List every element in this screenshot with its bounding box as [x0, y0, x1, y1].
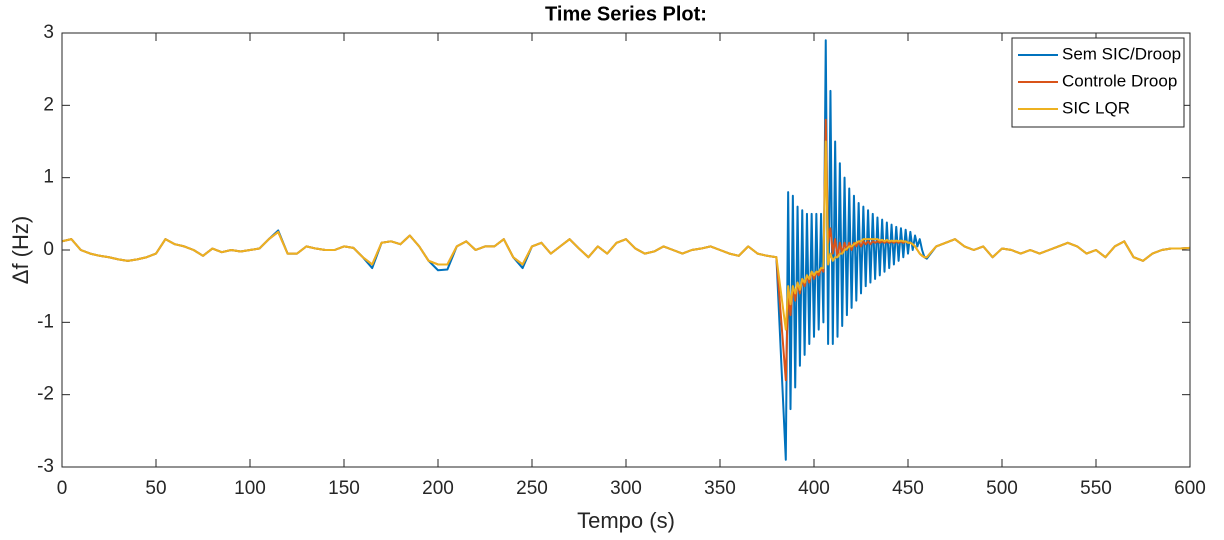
y-axis-label: Δf (Hz)	[8, 216, 33, 284]
x-axis-label: Tempo (s)	[577, 508, 675, 533]
y-tick-label: 1	[43, 167, 54, 188]
x-tick-label: 450	[892, 478, 924, 499]
x-tick-label: 300	[610, 478, 642, 499]
axes-box	[61, 32, 1191, 468]
y-tick-label: -2	[37, 384, 54, 405]
y-tick-label: -3	[37, 456, 54, 477]
x-tick-label: 550	[1080, 478, 1112, 499]
x-tick-label: 200	[422, 478, 454, 499]
chart-title: Time Series Plot:	[545, 3, 707, 25]
x-tick-label: 400	[798, 478, 830, 499]
x-tick-label: 350	[704, 478, 736, 499]
legend-label: Sem SIC/Droop	[1062, 44, 1181, 63]
y-tick-label: 0	[43, 239, 54, 260]
x-tick-label: 100	[234, 478, 266, 499]
y-tick-label: 2	[43, 94, 54, 115]
x-tick-label: 150	[328, 478, 360, 499]
x-tick-label: 250	[516, 478, 548, 499]
x-tick-label: 0	[57, 478, 68, 499]
y-tick-label: 3	[43, 22, 54, 43]
series-line	[62, 140, 1190, 331]
legend-label: Controle Droop	[1062, 71, 1177, 90]
x-tick-label: 50	[145, 478, 166, 499]
x-tick-label: 600	[1174, 478, 1206, 499]
legend-label: SIC LQR	[1062, 98, 1130, 117]
y-tick-label: -1	[37, 311, 54, 332]
x-tick-label: 500	[986, 478, 1018, 499]
